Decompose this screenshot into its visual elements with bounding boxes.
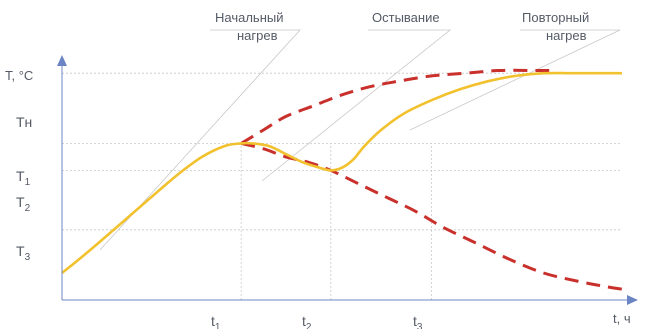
leader-initial-heating xyxy=(99,29,301,251)
y-axis-label: T, °C xyxy=(5,68,33,83)
annotation-reheat-line1: Повторный xyxy=(522,10,589,25)
annotation-cooling: Остывание xyxy=(372,10,440,25)
series-layer xyxy=(61,68,623,291)
y-tick-label-t2: T2 xyxy=(16,194,31,214)
annotation-initial-heating-line1: Начальный xyxy=(215,10,283,25)
x-tick-label-t2: t2 xyxy=(302,313,312,329)
x-axis-label: t, ч xyxy=(613,311,631,326)
annotation-leaders xyxy=(99,29,621,251)
x-axis-arrow xyxy=(627,295,638,305)
y-tick-label-tn: Tн xyxy=(16,114,32,130)
leader-reheat xyxy=(409,29,621,131)
leader-cooling xyxy=(261,29,452,182)
series-process xyxy=(61,71,622,275)
y-tick-label-t1: T1 xyxy=(16,168,31,188)
annotation-reheat-line2: нагрев xyxy=(546,28,587,43)
series-heating-limit xyxy=(240,68,550,145)
annotation-initial-heating-line2: нагрев xyxy=(237,28,278,43)
y-tick-label-t3: T3 xyxy=(16,243,31,263)
x-tick-label-t3: t3 xyxy=(413,313,423,329)
x-tick-label-t1: t1 xyxy=(211,313,221,329)
guide-lines xyxy=(62,72,622,300)
y-axis-arrow xyxy=(57,55,67,66)
